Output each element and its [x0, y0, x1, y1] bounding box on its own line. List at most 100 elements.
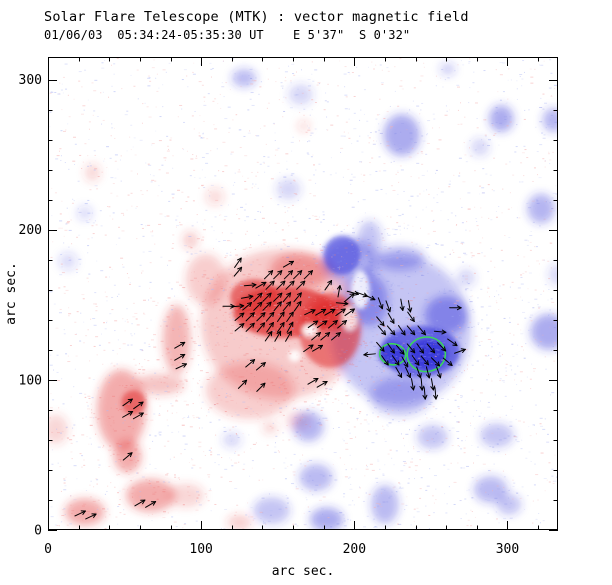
vector-arrow — [296, 280, 306, 290]
vector-arrow — [234, 323, 245, 332]
vector-arrow — [132, 412, 144, 420]
vector-arrow — [385, 300, 392, 313]
vector-arrow — [85, 513, 97, 520]
vector-arrow — [307, 377, 319, 385]
vector-arrow — [274, 330, 282, 342]
vector-arrow — [449, 305, 462, 311]
vector-arrow — [293, 270, 303, 280]
axis-tick-labels: 0 100 200 300 0 100 200 300 arc sec. arc sec. — [4, 73, 519, 579]
vector-arrow — [256, 382, 266, 392]
vector-arrow — [174, 341, 186, 349]
vector-arrow — [336, 285, 342, 298]
vector-arrow — [401, 356, 409, 368]
vector-arrow — [433, 329, 447, 335]
vector-arrow — [145, 501, 157, 508]
vector-arrow — [416, 343, 424, 354]
vector-arrow — [276, 280, 286, 290]
figure-title: Solar Flare Telescope (MTK) : vector mag… — [44, 9, 469, 25]
vector-arrow — [324, 308, 336, 316]
vector-arrow — [255, 362, 266, 371]
vector-arrow — [430, 378, 436, 391]
vector-arrow — [447, 338, 458, 347]
vector-arrow — [245, 322, 255, 332]
vector-arrow — [264, 331, 273, 342]
vector-arrow — [324, 280, 333, 291]
vector-arrow — [406, 325, 416, 336]
vector-arrow — [122, 411, 134, 418]
vector-arrow — [282, 292, 292, 303]
vector-arrow — [256, 312, 266, 322]
vector-arrow — [316, 380, 328, 388]
vector-arrow — [245, 359, 256, 368]
plot-frame — [48, 57, 558, 530]
vector-arrow — [234, 312, 245, 321]
vector-arrow — [425, 366, 431, 379]
vector-arrow — [276, 311, 285, 322]
vector-arrow — [311, 332, 321, 341]
vector-arrow — [407, 300, 413, 313]
vector-arrow — [312, 344, 324, 352]
vector-arrow — [420, 355, 429, 366]
vector-arrow — [430, 357, 441, 367]
vector-arrow — [285, 330, 292, 342]
vector-arrow — [397, 325, 406, 336]
figure-subtitle: 01/06/03 05:34:24-05:35:30 UT E 5'37" S … — [44, 28, 411, 42]
vector-arrow — [391, 355, 400, 366]
vector-arrow — [266, 322, 274, 333]
vector-arrow — [442, 357, 453, 367]
vector-arrow — [262, 292, 272, 302]
y-tick-label: 200 — [19, 223, 42, 238]
vector-arrow — [320, 332, 331, 341]
vector-arrow — [335, 300, 349, 306]
vector-arrow — [243, 282, 257, 288]
vector-arrow — [245, 312, 255, 322]
vector-arrow — [437, 342, 447, 352]
x-tick-label: 100 — [189, 542, 212, 557]
vector-arrow — [304, 309, 316, 316]
vector-arrow — [436, 366, 442, 379]
vector-arrow — [417, 325, 426, 336]
vector-arrow — [303, 270, 313, 280]
vector-arrow — [337, 320, 347, 329]
vector-arrow — [327, 320, 338, 329]
vector-arrow — [387, 312, 395, 324]
vector-arrow — [399, 298, 405, 311]
vector-arrow — [237, 379, 248, 389]
vector-arrow — [286, 311, 294, 322]
vector-arrow — [263, 270, 274, 280]
vector-arrow — [122, 452, 133, 461]
vector-arrow — [122, 398, 133, 407]
vector-arrow — [315, 308, 327, 316]
vector-arrow — [377, 297, 384, 310]
vector-arrow — [454, 348, 466, 354]
vector-arrow — [262, 301, 272, 311]
vector-arrow — [433, 387, 439, 400]
vector-arrow — [396, 344, 405, 355]
vector-arrow — [256, 322, 266, 333]
vector-arrow — [285, 280, 295, 290]
vector-arrow — [282, 301, 292, 312]
x-tick-label: 200 — [343, 542, 366, 557]
vector-arrow — [255, 281, 267, 289]
x-tick-label: 300 — [496, 542, 519, 557]
vector-arrow — [276, 322, 285, 333]
vector-arrow — [316, 320, 328, 329]
vector-arrow — [395, 366, 403, 378]
vector-arrow — [303, 344, 314, 353]
vector-arrow — [233, 266, 243, 277]
vector-arrow — [426, 343, 436, 354]
vector-arrow — [422, 387, 428, 400]
vector-arrow — [331, 332, 341, 341]
vector-arrow — [231, 303, 245, 309]
vector-arrow — [407, 311, 415, 322]
vector-arrow — [253, 292, 263, 302]
y-axis-label: arc sec. — [4, 262, 19, 325]
vector-arrow — [174, 353, 186, 361]
vector-arrow — [363, 352, 376, 357]
y-tick-label: 100 — [19, 373, 42, 388]
background-noise — [49, 58, 558, 530]
x-axis-label: arc sec. — [272, 564, 335, 579]
vector-arrow — [242, 302, 252, 311]
